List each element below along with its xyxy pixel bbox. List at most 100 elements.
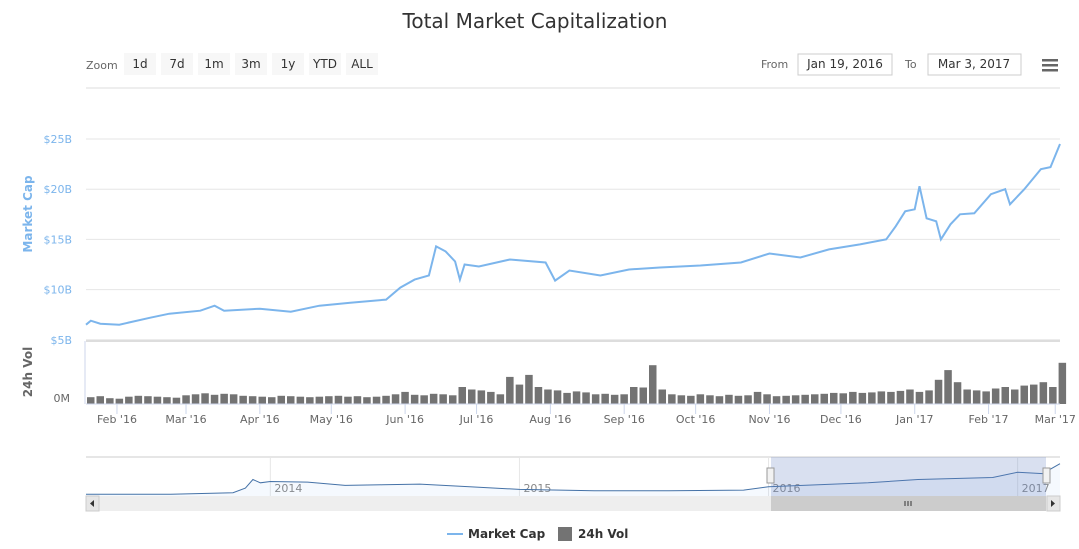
navigator-selection[interactable] <box>771 457 1046 496</box>
zoom-button-3m[interactable]: 3m <box>235 53 267 75</box>
x-tick-label: Jan '17 <box>895 413 933 426</box>
volume-bar <box>677 395 686 404</box>
zoom-button-1y[interactable]: 1y <box>272 53 304 75</box>
zoom-button-1d[interactable]: 1d <box>124 53 156 75</box>
to-date-input[interactable] <box>927 53 1022 76</box>
volume-bar <box>258 396 266 404</box>
to-label: To <box>904 58 917 71</box>
legend-item-24h-vol[interactable]: 24h Vol <box>558 527 628 541</box>
volume-bar <box>477 390 486 404</box>
zoom-button-label[interactable]: 1m <box>204 57 223 71</box>
zoom-button-all[interactable]: ALL <box>346 53 378 75</box>
volume-bar <box>153 396 162 404</box>
zoom-button-label[interactable]: 7d <box>169 57 184 71</box>
left-arrow-icon <box>90 500 94 507</box>
volume-bar <box>753 391 762 404</box>
zoom-button-label[interactable]: ALL <box>351 57 373 71</box>
volume-bar <box>468 389 476 404</box>
to-date-value[interactable]: Mar 3, 2017 <box>938 57 1010 71</box>
volume-bar <box>649 365 657 404</box>
volume-bar <box>830 392 838 404</box>
volume-bar <box>125 396 133 404</box>
volume-bar <box>306 397 314 404</box>
volume-bar <box>439 394 447 404</box>
navigator-year-label: 2016 <box>773 482 801 495</box>
volume-bar <box>191 394 200 404</box>
volume-bar <box>563 392 571 404</box>
from-date-input[interactable] <box>797 53 893 76</box>
x-tick-label: Dec '16 <box>820 413 862 426</box>
zoom-button-7d[interactable]: 7d <box>161 53 193 75</box>
navigator[interactable]: 2014 2015 2016 2017 <box>85 456 1061 512</box>
volume-bar <box>391 394 400 404</box>
navigator-year-label: 2015 <box>523 482 551 495</box>
legend-item-market-cap[interactable]: Market Cap <box>447 527 546 541</box>
volume-bar <box>849 391 857 404</box>
legend-label[interactable]: Market Cap <box>468 527 546 541</box>
volume-bar <box>1039 382 1048 404</box>
volume-bar <box>534 387 543 404</box>
navigator-year-label: 2014 <box>274 482 302 495</box>
zoom-button-label[interactable]: YTD <box>312 57 337 71</box>
legend-label[interactable]: 24h Vol <box>578 527 628 541</box>
volume-bar <box>610 394 619 404</box>
volume-bar <box>639 387 647 404</box>
volume-bar <box>363 397 371 404</box>
y-tick-label: $10B <box>43 284 72 297</box>
volume-bar <box>487 391 495 404</box>
volume-bar <box>820 393 828 404</box>
navigator-left-handle[interactable] <box>766 467 775 484</box>
volume-bar <box>106 398 114 404</box>
volume-bar <box>668 394 676 404</box>
x-tick-label: May '16 <box>310 413 353 426</box>
chart-title: Total Market Capitalization <box>402 9 668 33</box>
volume-bar <box>706 395 714 404</box>
volume-bar <box>601 393 609 404</box>
volume-bar <box>763 394 771 404</box>
volume-bar <box>172 397 181 404</box>
volume-bar <box>96 396 104 404</box>
navigator-series-line <box>85 463 1061 495</box>
volume-bar <box>458 387 466 404</box>
volume-bar <box>201 393 209 404</box>
volume-bar <box>525 374 533 404</box>
volume-bar <box>715 396 724 404</box>
zoom-button-label[interactable]: 1y <box>281 57 296 71</box>
volume-bar <box>934 379 943 404</box>
from-label: From <box>761 58 788 71</box>
volume-bar <box>791 395 800 404</box>
volume-bar <box>868 392 876 404</box>
volume-tick-label: 0M <box>54 392 71 405</box>
zoom-button-label[interactable]: 1d <box>132 57 147 71</box>
zoom-button-ytd[interactable]: YTD <box>309 53 341 75</box>
volume-bar <box>334 395 343 404</box>
zoom-button-1m[interactable]: 1m <box>198 53 230 75</box>
hamburger-icon[interactable] <box>1042 59 1058 72</box>
x-tick-label: Jun '16 <box>385 413 424 426</box>
x-tick-label: Aug '16 <box>529 413 571 426</box>
volume-bar <box>963 389 971 404</box>
volume-bar <box>991 388 1000 404</box>
volume-bar <box>220 393 228 404</box>
volume-bar <box>915 391 924 404</box>
volume-bar <box>858 392 867 404</box>
volume-bar <box>553 390 562 404</box>
volume-bar <box>515 384 524 404</box>
x-tick-label: Mar '17 <box>1035 413 1076 426</box>
navigator-right-handle[interactable] <box>1042 467 1051 484</box>
volume-bar <box>325 396 333 404</box>
zoom-button-label[interactable]: 3m <box>241 57 260 71</box>
x-tick-label: Apr '16 <box>240 413 280 426</box>
volume-bar <box>1049 387 1057 404</box>
volume-bar <box>239 395 247 404</box>
volume-bar <box>687 395 695 404</box>
volume-bar <box>353 396 362 404</box>
volume-axis-title: 24h Vol <box>21 347 35 397</box>
from-date-value[interactable]: Jan 19, 2016 <box>806 57 883 71</box>
volume-bar <box>877 391 886 404</box>
volume-bar <box>1030 384 1038 404</box>
volume-bar <box>449 395 457 404</box>
volume-bar <box>658 389 666 404</box>
market-cap-series-line <box>85 143 1061 326</box>
volume-bar <box>1011 389 1019 404</box>
